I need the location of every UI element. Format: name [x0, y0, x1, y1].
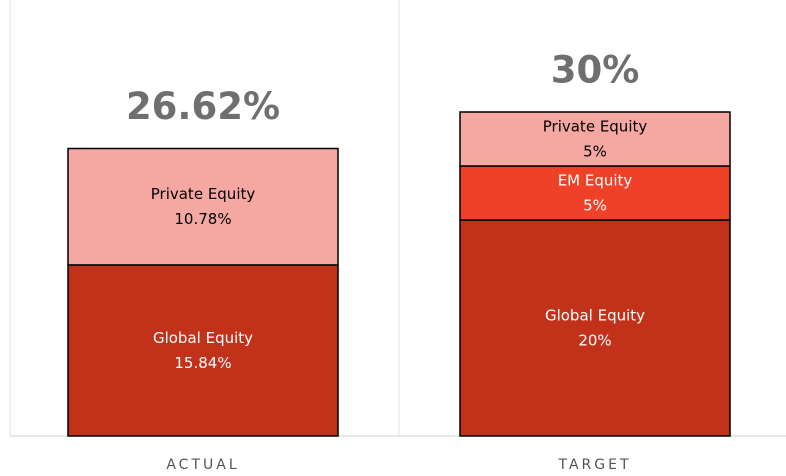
bar-segment — [67, 264, 339, 437]
segment-value: 15.84% — [174, 354, 231, 372]
x-tick-label: ACTUAL — [166, 457, 239, 473]
segment-value: 10.78% — [174, 210, 231, 228]
segment-name: Global Equity — [153, 329, 253, 347]
segment-value: 5% — [583, 197, 607, 215]
segment-name: Private Equity — [543, 118, 648, 136]
bar-segment — [459, 111, 731, 167]
segment-name: Global Equity — [545, 307, 645, 325]
bar-segment — [67, 147, 339, 266]
total-label: 26.62% — [126, 85, 280, 128]
segment-value: 5% — [583, 143, 607, 161]
total-label: 30% — [551, 49, 640, 92]
bar-segment — [459, 219, 731, 437]
segment-name: EM Equity — [558, 172, 633, 190]
x-tick-label: TARGET — [557, 457, 631, 473]
segment-value: 20% — [578, 332, 611, 350]
bar-segment — [459, 165, 731, 221]
segment-name: Private Equity — [151, 185, 256, 203]
